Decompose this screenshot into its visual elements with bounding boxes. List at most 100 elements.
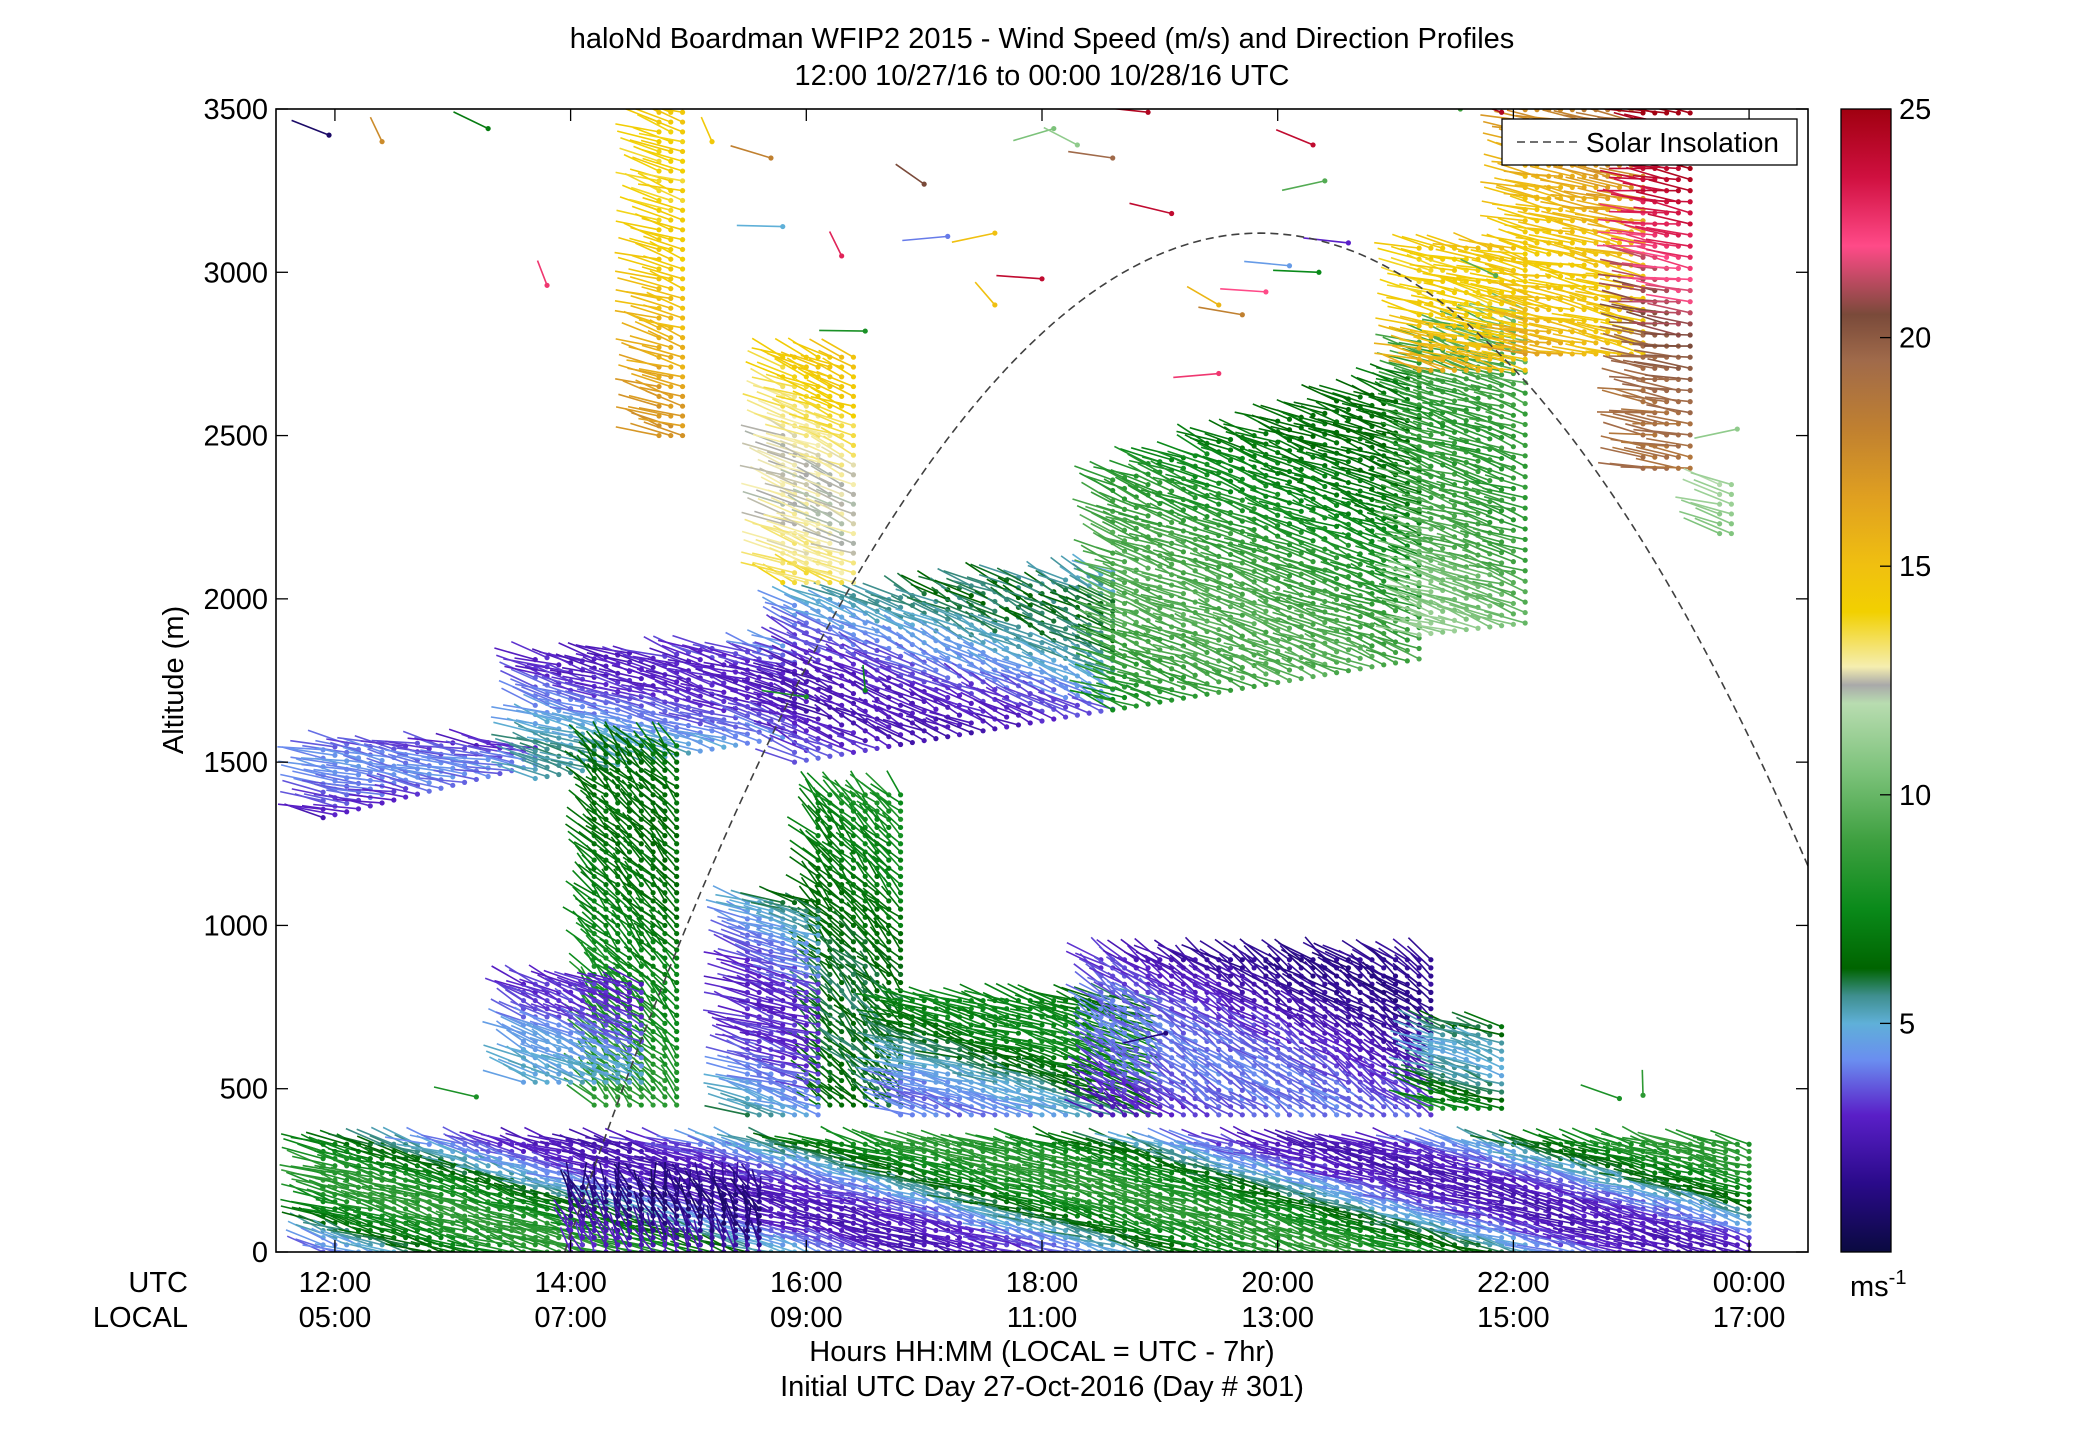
wind-barb-point xyxy=(1334,586,1339,591)
wind-barb-point xyxy=(1263,682,1268,687)
wind-barb-point xyxy=(733,743,738,748)
wind-barb-point xyxy=(668,315,673,320)
wind-barb-point xyxy=(1688,388,1693,393)
wind-barb-point xyxy=(680,149,685,154)
wind-barb-point xyxy=(639,676,644,681)
wind-barb-point xyxy=(379,800,384,805)
wind-barb-point xyxy=(1028,701,1033,706)
wind-barb-point xyxy=(680,208,685,213)
wind-barb-point xyxy=(668,217,673,222)
wind-barb-point xyxy=(1452,398,1457,403)
wind-barb-point xyxy=(1523,229,1528,234)
wind-barb-point xyxy=(1346,543,1351,548)
wind-barb-point xyxy=(1664,410,1669,415)
wind-barb-point xyxy=(1275,586,1280,591)
wind-barb-point xyxy=(1593,263,1598,268)
wind-barb-point xyxy=(332,812,337,817)
wind-barb-point xyxy=(1440,609,1445,614)
wind-barb-point xyxy=(680,286,685,291)
wind-barb-point xyxy=(1523,432,1528,437)
wind-barb-point xyxy=(1487,301,1492,306)
wind-barb-point xyxy=(1275,492,1280,497)
wind-barb-point xyxy=(1523,411,1528,416)
wind-barb-point xyxy=(1145,566,1150,571)
wind-barb-point xyxy=(1346,407,1351,412)
wind-barb-point xyxy=(1464,312,1469,317)
wind-barb-point xyxy=(332,753,337,758)
wind-barb-point xyxy=(1134,662,1139,667)
wind-barb-point xyxy=(1122,705,1127,710)
wind-barb-point xyxy=(1688,332,1693,337)
wind-barb-point xyxy=(680,217,685,222)
wind-barb-point xyxy=(1464,627,1469,632)
wind-barb-point xyxy=(1263,671,1268,676)
wind-barb-point xyxy=(1075,713,1080,718)
wind-barb-point xyxy=(851,662,856,667)
wind-barb-point xyxy=(1417,345,1422,350)
wind-barb-point xyxy=(1181,549,1186,554)
wind-barb-point xyxy=(1299,498,1304,503)
wind-barb-point xyxy=(1729,511,1734,516)
wind-barb-point xyxy=(1428,631,1433,636)
wind-barb-point xyxy=(898,742,903,747)
wind-barb-point xyxy=(1523,422,1528,427)
wind-barb-point xyxy=(1369,643,1374,648)
wind-barb-point xyxy=(945,734,950,739)
wind-barb-point xyxy=(698,721,703,726)
wind-barb-point xyxy=(874,746,879,751)
wind-barb-point xyxy=(1428,268,1433,273)
wind-barb-point xyxy=(1228,573,1233,578)
wind-barb-point xyxy=(780,643,785,648)
wind-barb-point xyxy=(1181,622,1186,627)
wind-barb-point xyxy=(957,713,962,718)
wind-barb-point xyxy=(680,335,685,340)
wind-barb-point xyxy=(368,803,373,808)
wind-barb-point xyxy=(356,806,361,811)
wind-barb-point xyxy=(874,618,879,623)
wind-barb-point xyxy=(656,384,661,389)
wind-barb-point xyxy=(668,296,673,301)
wind-barb-point xyxy=(1511,517,1516,522)
wind-barb-point xyxy=(945,695,950,700)
wind-barb-point xyxy=(992,609,997,614)
wind-barb-point xyxy=(438,786,443,791)
wind-barb-point xyxy=(603,682,608,687)
wind-barb-point xyxy=(680,139,685,144)
wind-barb-point xyxy=(1523,568,1528,573)
wind-barb-point xyxy=(344,801,349,806)
wind-barb-point xyxy=(1499,404,1504,409)
wind-barb-point xyxy=(1523,357,1528,362)
wind-barb-point xyxy=(1369,601,1374,606)
wind-barb-point xyxy=(1523,391,1528,396)
wind-barb-point xyxy=(1051,618,1056,623)
wind-barb xyxy=(1498,96,1537,110)
wind-barb-point xyxy=(1523,589,1528,594)
wind-barb-point xyxy=(1039,718,1044,723)
wind-barb-point xyxy=(1688,244,1693,249)
wind-barb-point xyxy=(1688,177,1693,182)
wind-barb-point xyxy=(780,652,785,657)
wind-barb-point xyxy=(1688,455,1693,460)
wind-barb-point xyxy=(668,227,673,232)
wind-barb-point xyxy=(680,266,685,271)
wind-barb-point xyxy=(668,345,673,350)
wind-barb-point xyxy=(1310,674,1315,679)
wind-barb-point xyxy=(1358,656,1363,661)
wind-barb-point xyxy=(1428,589,1433,594)
wind-barb-point xyxy=(680,257,685,262)
wind-barb-point xyxy=(680,423,685,428)
wind-barb-point xyxy=(1499,529,1504,534)
wind-barb-point xyxy=(415,792,420,797)
wind-barb-point xyxy=(680,227,685,232)
wind-barb-point xyxy=(450,783,455,788)
wind-barb-point xyxy=(839,752,844,757)
wind-barb-point xyxy=(1729,492,1734,497)
wind-barb-point xyxy=(863,738,868,743)
wind-barb-point xyxy=(1475,368,1480,373)
wind-barb-point xyxy=(1428,368,1433,373)
wind-barb-point xyxy=(1369,476,1374,481)
wind-barb-point xyxy=(1511,423,1516,428)
wind-barb-point xyxy=(851,691,856,696)
wind-barb-point xyxy=(1729,521,1734,526)
wind-barb-point xyxy=(668,159,673,164)
